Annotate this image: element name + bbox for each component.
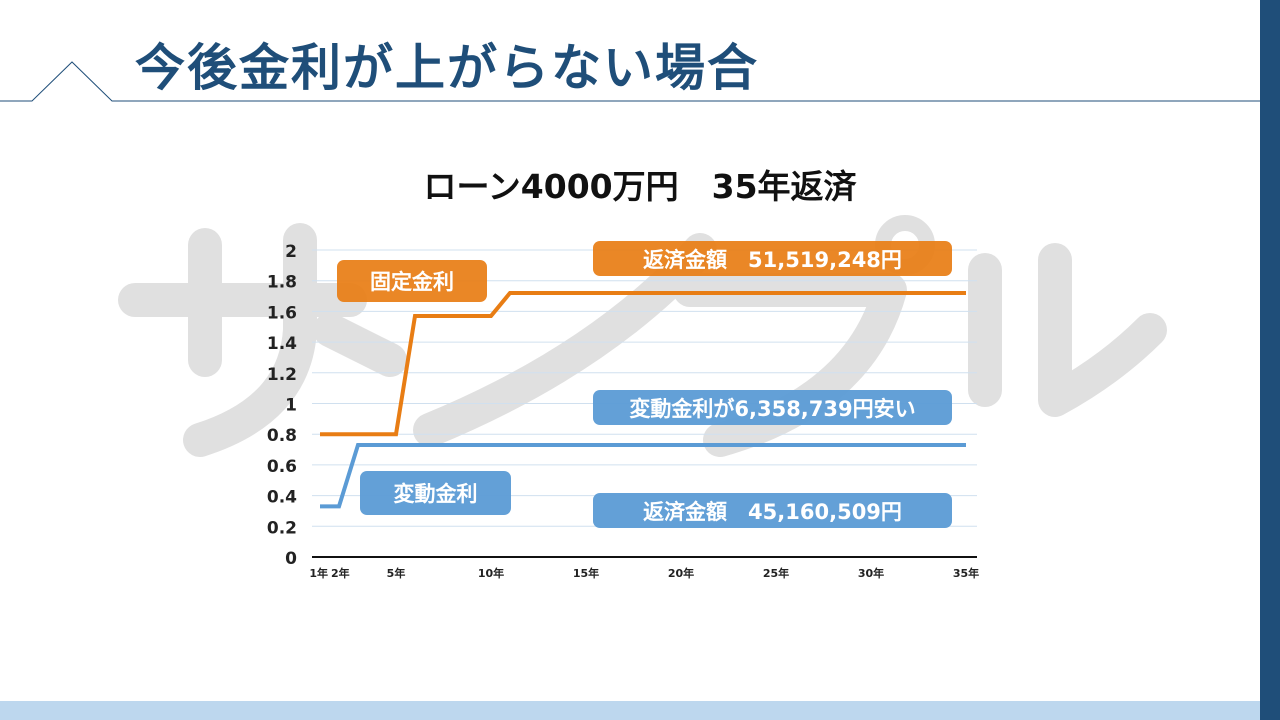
x-tick-label: 30年	[858, 566, 884, 580]
x-tick-label: 2年	[331, 566, 350, 580]
y-tick-label: 1	[285, 396, 297, 416]
x-tick-label: 1年	[309, 566, 328, 580]
y-tick-label: 1.8	[267, 273, 297, 293]
y-tick-label: 0.2	[267, 518, 297, 538]
y-tick-label: 0.6	[267, 457, 297, 477]
fixed-total-label: 返済金額 51,519,248円	[593, 241, 952, 276]
y-tick-label: 1.6	[267, 303, 297, 323]
fixed-rate-label: 固定金利	[337, 260, 487, 302]
variable-total-label: 返済金額 45,160,509円	[593, 493, 952, 528]
title-underline	[0, 61, 1260, 102]
series-line	[320, 290, 966, 437]
series-line	[320, 442, 966, 509]
y-tick-label: 1.4	[267, 334, 297, 354]
page-title: 今後金利が上がらない場合	[135, 38, 759, 97]
right-accent-bar	[1260, 0, 1280, 720]
y-tick-label: 0.4	[267, 488, 297, 508]
variable-rate-label: 変動金利	[360, 471, 511, 515]
x-tick-label: 10年	[478, 566, 504, 580]
x-tick-label: 35年	[953, 566, 979, 580]
x-tick-label: 15年	[573, 566, 599, 580]
x-tick-label: 25年	[763, 566, 789, 580]
y-tick-label: 0	[285, 549, 297, 569]
x-tick-label: 20年	[668, 566, 694, 580]
chart-title: ローン4000万円 35年返済	[423, 167, 857, 206]
difference-label: 変動金利が6,358,739円安い	[593, 390, 952, 425]
y-tick-label: 0.8	[267, 426, 297, 446]
y-tick-label: 2	[285, 242, 297, 262]
y-tick-label: 1.2	[267, 365, 297, 385]
bottom-accent-bar	[0, 701, 1260, 720]
x-tick-label: 5年	[387, 566, 406, 580]
